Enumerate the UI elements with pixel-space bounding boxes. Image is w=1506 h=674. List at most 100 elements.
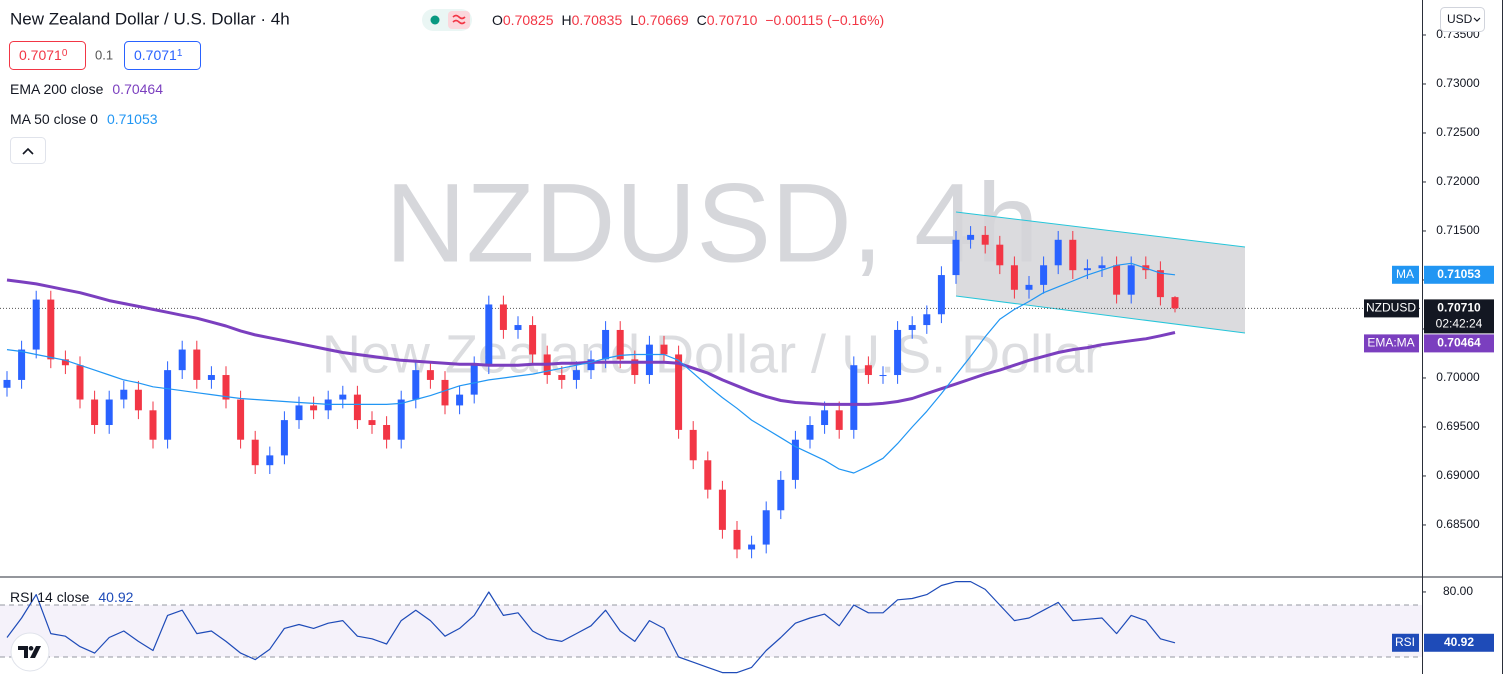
candle-body xyxy=(529,325,537,355)
axis-name-box xyxy=(1364,334,1419,353)
last-price-box xyxy=(1424,299,1494,334)
buy-price[interactable]: 0.70711 xyxy=(134,47,183,63)
candle-body xyxy=(193,349,201,380)
logo-circle[interactable] xyxy=(10,632,50,672)
candle-body xyxy=(864,365,872,376)
candle-body xyxy=(149,410,157,440)
candle-body xyxy=(748,544,756,550)
candle-body xyxy=(164,370,172,440)
candle-body xyxy=(295,405,303,421)
candle-body xyxy=(1083,268,1091,271)
candle-body xyxy=(339,394,347,400)
axis-name: EMA:MA xyxy=(1367,336,1414,350)
rsi-value: 40.92 xyxy=(98,589,133,605)
candle-body xyxy=(718,489,726,530)
candle-body xyxy=(266,455,274,466)
candle-body xyxy=(791,439,799,480)
symbol-title: New Zealand Dollar / U.S. Dollar · 4h xyxy=(10,9,290,28)
y-tick-label: 80.00 xyxy=(1443,584,1473,598)
channel-top xyxy=(955,211,1246,248)
candle-body xyxy=(499,304,507,330)
candle-body xyxy=(18,349,26,380)
candle-body xyxy=(996,244,1004,266)
candle-body xyxy=(441,379,449,406)
indicator-line xyxy=(6,581,1176,674)
axis-value-box xyxy=(1424,633,1494,652)
sell-pip[interactable]: 0 xyxy=(62,48,68,59)
o-label: O xyxy=(492,12,503,28)
change-value: −0.00115 (−0.16%) xyxy=(765,12,884,28)
sell-value[interactable]: 0.7071 xyxy=(19,47,62,63)
candle-body xyxy=(923,314,931,326)
candle-body xyxy=(602,329,610,360)
axis-value: 40.92 xyxy=(1444,635,1474,649)
y-tick-label: 0.72500 xyxy=(1436,125,1480,139)
candle-body xyxy=(733,529,741,550)
candle-body xyxy=(383,425,391,440)
candle-body xyxy=(821,410,829,426)
candle-body xyxy=(689,429,697,461)
market-open-dot xyxy=(430,15,440,25)
candle-body xyxy=(1171,297,1179,309)
candle-body xyxy=(1069,239,1077,271)
sell-price[interactable]: 0.70710 xyxy=(19,47,68,63)
axis-value-box xyxy=(1424,265,1494,284)
candle-body xyxy=(514,325,522,330)
ma-value: 0.71053 xyxy=(107,111,158,127)
candle-body xyxy=(310,405,318,411)
ma-legend: MA 50 close 0 0.71053 xyxy=(10,111,158,127)
axis-name: RSI xyxy=(1395,635,1415,649)
currency-label[interactable]: USD xyxy=(1447,12,1473,26)
candle-body xyxy=(704,460,712,490)
candle-body xyxy=(91,399,99,426)
candle-body xyxy=(952,239,960,276)
collapse-button[interactable] xyxy=(10,137,46,164)
rsi-name: RSI 14 close xyxy=(10,589,90,605)
logo-mark[interactable] xyxy=(18,646,41,658)
buy-pip[interactable]: 1 xyxy=(177,48,183,59)
candle-body xyxy=(485,304,493,366)
candle-body xyxy=(120,389,128,400)
candle-body xyxy=(397,399,405,440)
candle-body xyxy=(675,354,683,430)
delay-glyph xyxy=(452,14,466,25)
candle-body xyxy=(1113,265,1121,295)
last-price-name-box xyxy=(1364,299,1419,318)
candle-body xyxy=(456,394,464,406)
plot xyxy=(0,226,1422,674)
axis-value-box xyxy=(1424,334,1494,353)
candle-body xyxy=(937,275,945,315)
candle-body xyxy=(908,325,916,330)
candle-body xyxy=(1025,284,1033,290)
ema-value: 0.70464 xyxy=(112,81,163,97)
candle-body xyxy=(222,375,230,400)
o-value: 0.70825 xyxy=(503,12,554,28)
candle-body xyxy=(61,359,69,366)
currency-caret[interactable] xyxy=(1473,17,1481,22)
buy-value[interactable]: 0.7071 xyxy=(134,47,177,63)
h-label: H xyxy=(562,12,572,28)
candle-body xyxy=(762,510,770,545)
candle-body xyxy=(134,389,142,411)
candle-body xyxy=(76,365,84,400)
candle-body xyxy=(835,410,843,430)
indicator-line xyxy=(6,262,1176,474)
tv-logo[interactable] xyxy=(10,632,50,672)
y-tick-label: 0.69000 xyxy=(1436,468,1480,482)
candle-body xyxy=(178,349,186,371)
buy-button[interactable] xyxy=(124,41,201,70)
candle-body xyxy=(879,375,887,377)
c-label: C xyxy=(697,12,707,28)
candle-body xyxy=(237,399,245,440)
candle-body xyxy=(616,329,624,360)
candle-body xyxy=(1156,270,1164,298)
candle-body xyxy=(967,234,975,240)
candle-body xyxy=(353,394,361,421)
y-tick-label: 0.73000 xyxy=(1436,76,1480,90)
currency-button[interactable] xyxy=(1440,7,1485,32)
y-tick-label: 0.68500 xyxy=(1436,517,1480,531)
candle-body xyxy=(207,375,215,380)
collapse-icon[interactable] xyxy=(22,147,34,155)
sell-button[interactable] xyxy=(9,41,86,70)
